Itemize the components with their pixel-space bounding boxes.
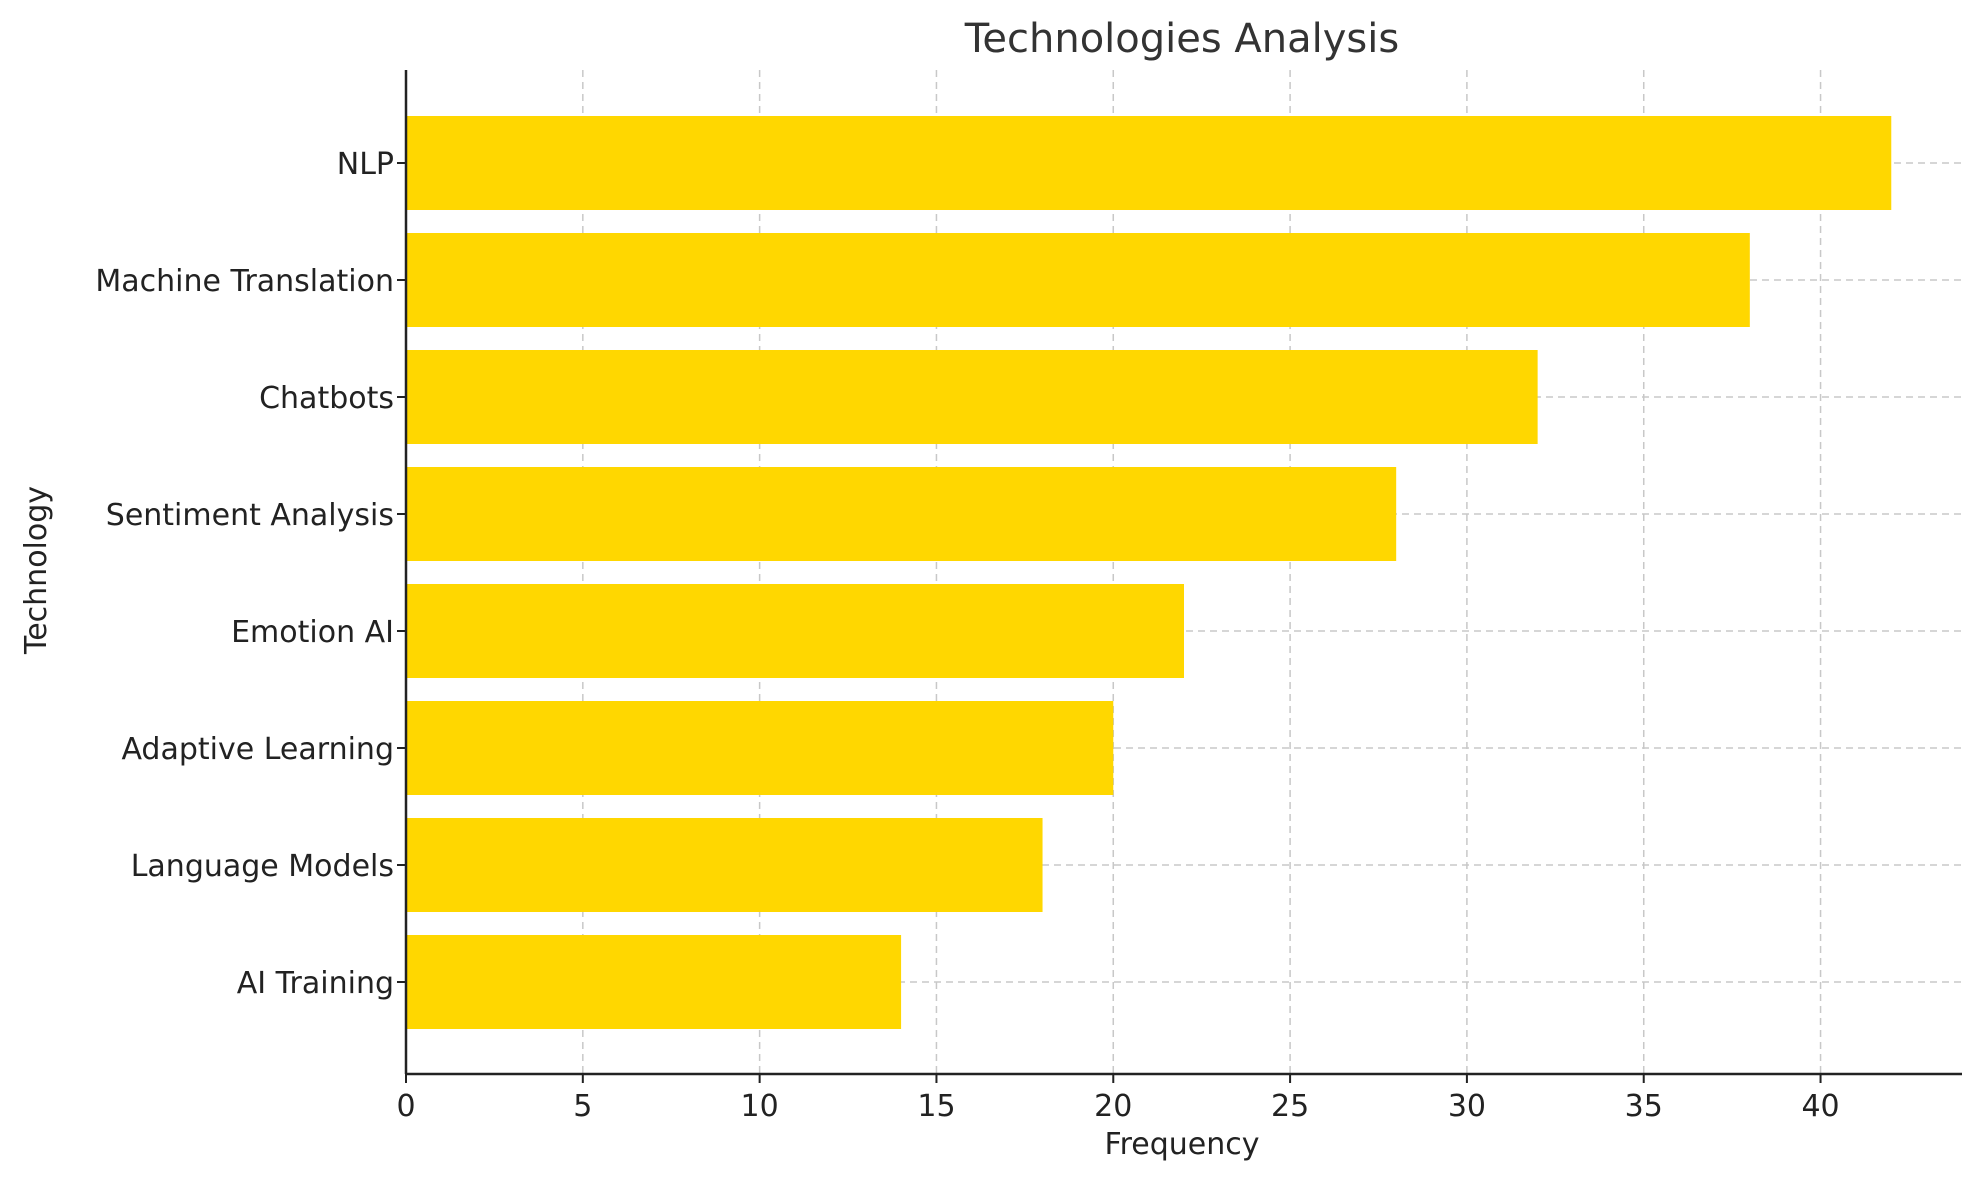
x-tick-label-0: 0 <box>396 1089 415 1124</box>
x-tick-label-25: 25 <box>1271 1089 1309 1124</box>
bar-nlp <box>406 116 1892 210</box>
x-tick-label-30: 30 <box>1448 1089 1486 1124</box>
x-tick-label-10: 10 <box>741 1089 779 1124</box>
bar-chatbots <box>406 350 1538 444</box>
y-tick-label-adaptive-learning: Adaptive Learning <box>121 732 394 767</box>
bars <box>406 116 1892 1029</box>
y-tick-label-sentiment-analysis: Sentiment Analysis <box>106 498 394 533</box>
grid <box>406 70 1962 1074</box>
bar-emotion-ai <box>406 584 1184 678</box>
bar-ai-training <box>406 935 902 1029</box>
chart-title: Technologies Analysis <box>964 16 1399 62</box>
bar-language-models <box>406 818 1043 912</box>
x-tick-label-35: 35 <box>1625 1089 1663 1124</box>
bar-adaptive-learning <box>406 701 1114 795</box>
axes <box>397 70 1962 1083</box>
y-tick-label-machine-translation: Machine Translation <box>95 264 394 299</box>
y-tick-label-nlp: NLP <box>337 147 394 182</box>
tick-labels: 0 5 10 15 20 25 30 35 40 NLP Machine Translation Ch… <box>95 147 1839 1124</box>
bar-sentiment-analysis <box>406 467 1397 561</box>
x-tick-label-5: 5 <box>573 1089 592 1124</box>
y-tick-label-ai-training: AI Training <box>237 966 394 1001</box>
bar-machine-translation <box>406 233 1750 327</box>
x-axis-label: Frequency <box>1105 1127 1260 1162</box>
y-tick-label-chatbots: Chatbots <box>259 381 394 416</box>
y-tick-label-emotion-ai: Emotion AI <box>231 615 394 650</box>
x-tick-label-40: 40 <box>1801 1089 1839 1124</box>
x-tick-label-20: 20 <box>1094 1089 1132 1124</box>
y-tick-label-language-models: Language Models <box>131 849 394 884</box>
x-tick-label-15: 15 <box>917 1089 955 1124</box>
y-axis-label: Technology <box>19 486 54 655</box>
